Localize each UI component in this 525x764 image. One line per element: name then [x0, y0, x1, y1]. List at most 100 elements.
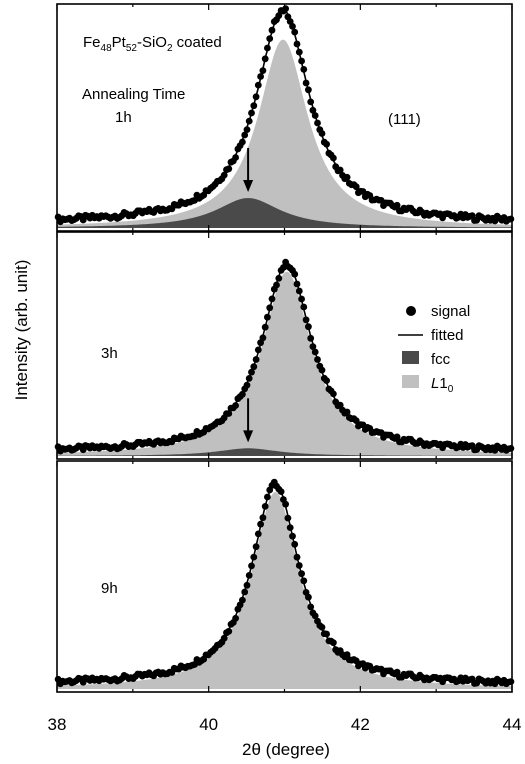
signal-point — [323, 140, 330, 148]
legend-signal-label: signal — [431, 303, 470, 320]
signal-point — [314, 119, 321, 127]
signal-point — [239, 138, 246, 146]
signal-point — [261, 323, 269, 331]
signal-point — [268, 26, 276, 34]
signal-point — [232, 614, 240, 622]
signal-point — [318, 366, 326, 374]
annealing-time-2: 3h — [101, 345, 118, 362]
signal-point — [300, 577, 308, 585]
signal-point — [298, 570, 305, 578]
signal-point — [295, 562, 303, 569]
fcc-arrow-head — [243, 430, 254, 443]
legend-l10-marker — [402, 375, 419, 388]
signal-point — [507, 445, 515, 452]
signal-point — [311, 612, 319, 620]
signal-point — [232, 402, 240, 409]
signal-point — [289, 23, 296, 30]
signal-point — [318, 623, 326, 631]
signal-point — [305, 593, 312, 601]
signal-point — [282, 5, 289, 13]
signal-point — [259, 67, 267, 74]
signal-point — [309, 106, 317, 114]
fcc-arrow-head — [243, 180, 254, 193]
signal-point — [311, 348, 319, 356]
signal-point — [305, 323, 312, 331]
signal-point — [243, 126, 251, 133]
x-tick-label: 38 — [48, 715, 67, 734]
signal-point — [352, 183, 360, 191]
signal-point — [300, 66, 308, 73]
signal-point — [336, 166, 344, 174]
signal-point — [257, 520, 264, 528]
signal-point — [252, 543, 260, 551]
signal-point — [507, 678, 515, 685]
signal-point — [295, 287, 303, 295]
l10-area — [57, 492, 512, 689]
signal-point — [277, 488, 285, 495]
signal-point — [225, 410, 233, 417]
legend-signal-marker — [406, 306, 416, 316]
signal-point — [254, 530, 262, 538]
panel-2: 3h — [54, 231, 515, 460]
signal-point — [298, 57, 305, 65]
signal-point — [282, 500, 289, 508]
signal-points — [54, 478, 515, 688]
legend-fcc-label: fcc — [431, 351, 451, 368]
signal-point — [330, 154, 337, 162]
signal-point — [307, 98, 315, 106]
l10-area — [57, 271, 512, 456]
signal-point — [293, 280, 301, 288]
signal-point — [300, 303, 308, 311]
signal-point — [343, 173, 351, 181]
signal-point — [245, 117, 253, 125]
signal-point — [250, 102, 258, 110]
x-tick-label: 44 — [503, 715, 522, 734]
signal-point — [259, 514, 267, 522]
signal-point — [343, 408, 351, 416]
panels: 1h 3h 9h — [54, 3, 515, 693]
signal-point — [318, 130, 326, 137]
legend-l10-label: L10 — [431, 375, 454, 395]
y-axis-label: Intensity (arb. unit) — [12, 260, 31, 401]
fcc-area — [57, 198, 512, 228]
l10-area — [57, 39, 512, 229]
signal-point — [245, 572, 253, 579]
signal-point — [284, 514, 292, 522]
panel-1: 1h — [54, 3, 515, 232]
signal-point — [264, 44, 271, 52]
signal-point — [254, 81, 262, 89]
legend-fitted-label: fitted — [431, 327, 464, 344]
signal-points — [54, 5, 515, 226]
signal-point — [298, 295, 305, 303]
signal-point — [302, 316, 310, 324]
signal-point — [261, 503, 269, 510]
signal-point — [248, 368, 255, 376]
signal-point — [330, 390, 337, 398]
signal-point — [293, 40, 301, 48]
signal-point — [295, 48, 303, 56]
signal-point — [291, 28, 299, 36]
peak-index-label: (111) — [388, 111, 421, 128]
x-tick-label: 42 — [351, 715, 370, 734]
signal-point — [273, 281, 280, 289]
legend-fcc-marker — [402, 351, 419, 364]
signal-point — [220, 171, 228, 179]
annealing-time-1: 1h — [115, 109, 132, 126]
x-axis-label: 2θ (degree) — [242, 740, 330, 759]
signal-point — [220, 634, 228, 642]
signal-point — [264, 313, 271, 321]
signal-point — [352, 417, 360, 424]
signal-point — [268, 295, 276, 303]
signal-point — [257, 73, 264, 80]
annealing-time-label: Annealing Time — [82, 86, 185, 103]
signal-point — [225, 627, 233, 635]
signal-point — [254, 346, 262, 354]
fcc-area — [57, 448, 512, 456]
signal-point — [259, 334, 267, 342]
signal-point — [275, 12, 283, 19]
signal-point — [261, 55, 269, 63]
signal-point — [291, 270, 299, 278]
signal-point — [311, 112, 319, 119]
signal-point — [264, 493, 271, 501]
signal-point — [239, 390, 246, 398]
